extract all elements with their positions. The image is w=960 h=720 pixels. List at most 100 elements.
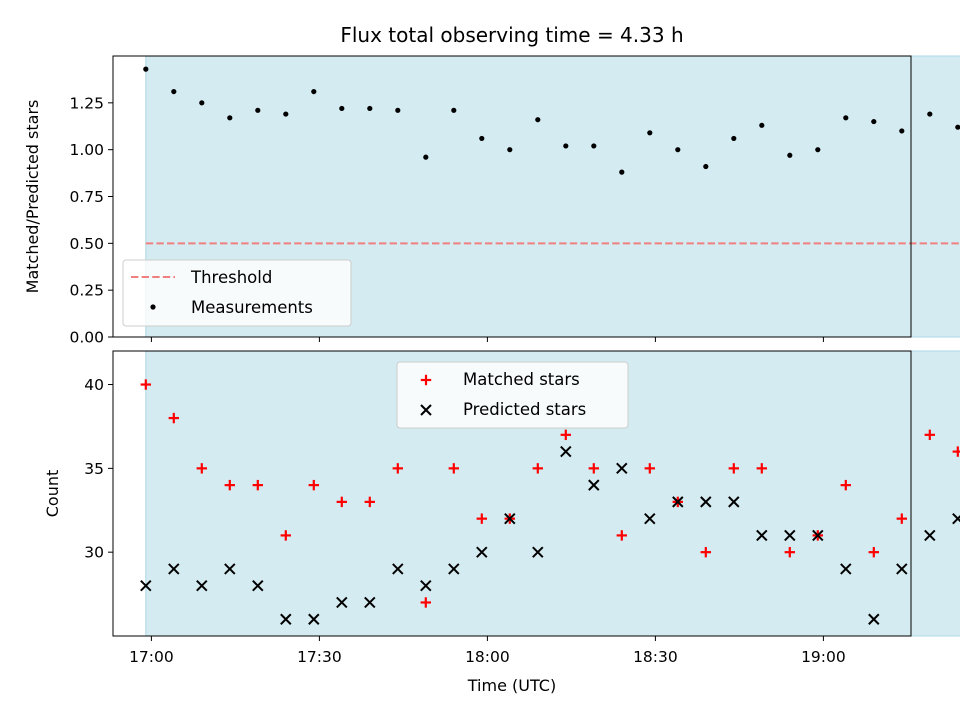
count-x-ticks: 17:0017:3018:0018:3019:0019:3020:0020:30… bbox=[129, 636, 846, 666]
matched-star-point bbox=[868, 546, 879, 558]
predicted-star-point bbox=[308, 613, 320, 625]
measurement-point bbox=[899, 128, 905, 134]
count-y-axis-label: Count bbox=[43, 470, 62, 518]
predicted-star-point bbox=[840, 563, 852, 575]
matched-star-point bbox=[420, 597, 431, 608]
matched-star-point bbox=[392, 463, 403, 474]
predicted-star-point bbox=[784, 529, 796, 542]
ratio-y-tick-label: 0.00 bbox=[69, 329, 104, 347]
measurement-point bbox=[703, 163, 709, 170]
matched-star-point bbox=[756, 463, 767, 474]
predicted-star-point bbox=[280, 613, 292, 625]
matched-star-point bbox=[336, 496, 347, 508]
x-tick-label: 17:30 bbox=[297, 648, 342, 666]
count-points bbox=[140, 379, 960, 625]
measurement-point bbox=[479, 135, 485, 142]
ratio-y-tick-label: 0.50 bbox=[69, 235, 104, 253]
measurement-point bbox=[815, 147, 821, 153]
ratio-panel: 0.00 0.25 0.50 0.75 1.00 1.25 Threshold Measu… bbox=[23, 23, 960, 347]
predicted-star-point bbox=[616, 462, 628, 475]
legend-matched-swatch bbox=[420, 374, 432, 386]
predicted-star-point bbox=[672, 496, 684, 508]
predicted-star-point bbox=[448, 563, 460, 575]
measurement-point bbox=[255, 107, 261, 113]
ratio-y-ticks: 0.00 0.25 0.50 0.75 1.00 1.25 bbox=[69, 94, 113, 347]
predicted-star-point bbox=[364, 596, 376, 609]
x-tick-label: 17:00 bbox=[129, 648, 174, 666]
measurement-point bbox=[871, 118, 877, 125]
legend-predicted-swatch bbox=[420, 404, 432, 416]
predicted-star-point bbox=[588, 479, 600, 491]
measurement-point bbox=[283, 111, 289, 117]
measurement-point bbox=[843, 115, 849, 121]
matched-star-point bbox=[616, 530, 627, 541]
count-y-tick-label: 35 bbox=[84, 460, 104, 478]
predicted-star-point bbox=[644, 512, 656, 525]
measurement-point bbox=[647, 130, 653, 136]
measurement-points bbox=[143, 66, 960, 175]
chart-title: Flux total observing time = 4.33 h bbox=[340, 23, 683, 47]
measurement-point bbox=[451, 107, 457, 113]
matched-star-point bbox=[448, 463, 459, 474]
predicted-star-point bbox=[812, 529, 824, 542]
predicted-star-point bbox=[756, 529, 768, 542]
predicted-star-point bbox=[700, 496, 712, 508]
legend-matched-label: Matched stars bbox=[463, 370, 580, 389]
matched-star-point bbox=[308, 479, 319, 491]
measurement-point bbox=[227, 115, 233, 121]
ratio-x-ticks bbox=[150, 337, 824, 342]
matched-star-point bbox=[196, 463, 207, 474]
predicted-star-point bbox=[336, 596, 348, 609]
measurement-point bbox=[367, 105, 373, 112]
matched-star-point bbox=[784, 546, 795, 558]
measurement-point bbox=[395, 107, 401, 113]
measurement-point bbox=[423, 154, 429, 160]
predicted-star-point bbox=[532, 546, 544, 558]
predicted-star-point bbox=[476, 546, 488, 558]
measurement-point bbox=[619, 169, 625, 175]
measurement-point bbox=[535, 117, 541, 123]
matched-star-point bbox=[224, 479, 235, 491]
predicted-star-point bbox=[952, 512, 960, 525]
matched-star-point bbox=[896, 513, 907, 524]
matched-star-point bbox=[840, 479, 851, 491]
ratio-y-tick-label: 0.25 bbox=[69, 282, 104, 300]
ratio-y-tick-label: 1.00 bbox=[69, 141, 104, 159]
measurement-point bbox=[171, 88, 177, 95]
measurement-point bbox=[955, 124, 960, 130]
ratio-legend-box bbox=[122, 259, 352, 327]
ratio-y-tick-label: 1.25 bbox=[69, 94, 104, 112]
measurement-point bbox=[591, 143, 597, 149]
count-panel-frame bbox=[112, 350, 912, 637]
measurement-point bbox=[339, 105, 345, 112]
legend-predicted-marker bbox=[420, 404, 432, 416]
legend-matched-marker bbox=[420, 374, 432, 386]
measurement-point bbox=[759, 122, 765, 128]
predicted-star-point bbox=[896, 563, 908, 575]
matched-star-point bbox=[280, 530, 291, 541]
matched-star-point bbox=[168, 412, 179, 424]
measurement-point bbox=[563, 143, 569, 149]
measurement-point bbox=[731, 135, 737, 142]
count-y-ticks: 30 35 40 bbox=[84, 376, 113, 562]
x-tick-label: 19:00 bbox=[801, 648, 846, 666]
x-axis-label: Time (UTC) bbox=[467, 676, 556, 695]
predicted-star-point bbox=[420, 579, 432, 592]
matched-star-point bbox=[952, 446, 960, 457]
predicted-star-point bbox=[140, 579, 152, 592]
legend-measurements-label: Measurements bbox=[191, 298, 313, 317]
predicted-star-point bbox=[224, 563, 236, 575]
predicted-star-point bbox=[868, 613, 880, 625]
predicted-star-point bbox=[560, 445, 572, 458]
count-y-tick-label: 40 bbox=[84, 376, 104, 394]
matched-star-point bbox=[644, 463, 655, 474]
legend-measurements-swatch bbox=[150, 304, 156, 310]
matched-star-point bbox=[588, 463, 599, 474]
matched-star-point bbox=[140, 379, 151, 390]
matched-star-point bbox=[924, 429, 935, 441]
measurement-point bbox=[507, 147, 513, 153]
predicted-star-point bbox=[728, 496, 740, 508]
predicted-star-point bbox=[924, 529, 936, 542]
count-legend: Matched stars Predicted stars bbox=[396, 361, 629, 429]
